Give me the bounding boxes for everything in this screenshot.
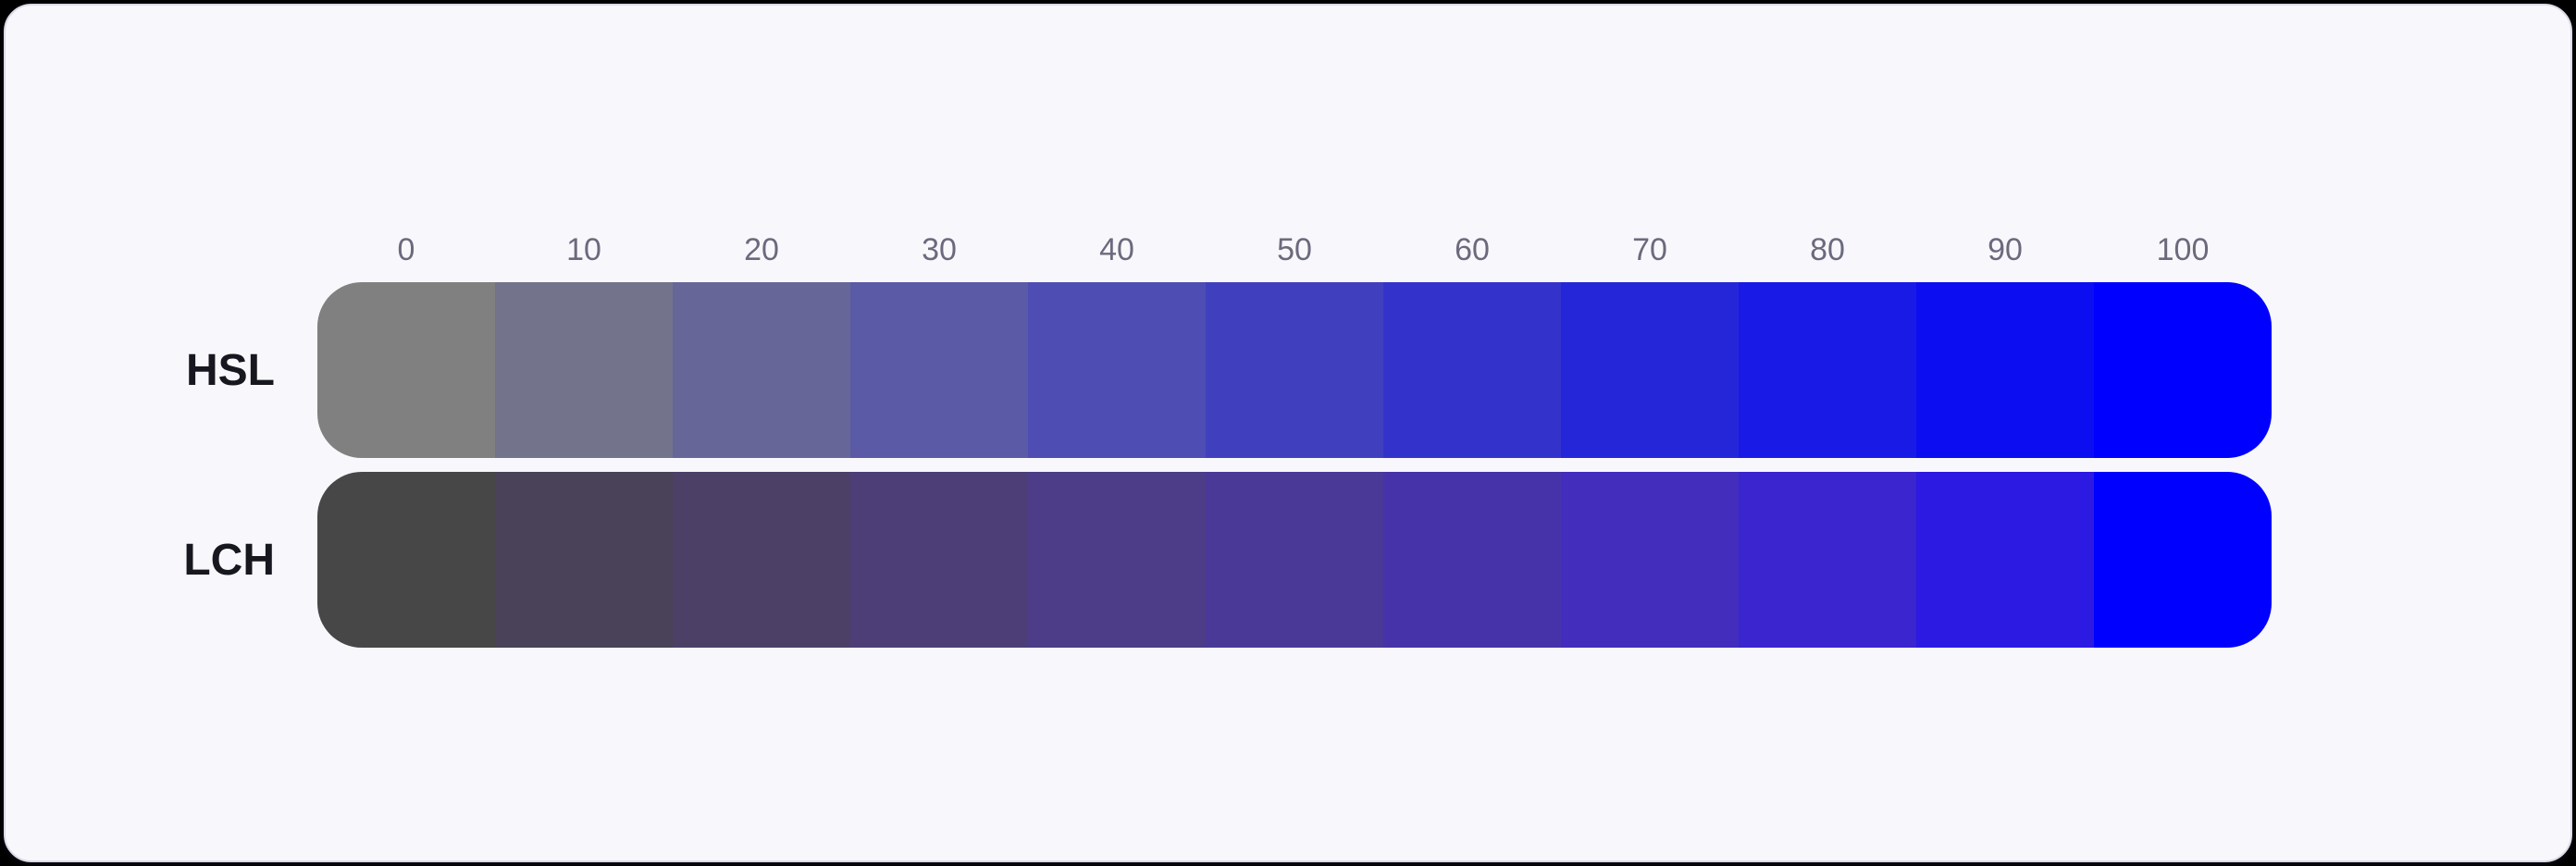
- color-swatch: [1739, 472, 1916, 648]
- color-swatch: [1383, 282, 1561, 458]
- color-scale-comparison-chart: 0 10 20 30 40 50 60 70 80 90 100 HSL LCH: [180, 232, 2272, 648]
- x-axis-tick: 60: [1455, 232, 1490, 267]
- color-swatch: [673, 282, 850, 458]
- color-swatch: [850, 472, 1028, 648]
- x-axis-tick: 30: [922, 232, 957, 267]
- color-swatch: [1916, 282, 2094, 458]
- color-swatch: [1206, 472, 1383, 648]
- hsl-color-bar: [317, 282, 2272, 458]
- color-swatch: [1739, 282, 1916, 458]
- x-axis-tick: 90: [1988, 232, 2023, 267]
- x-axis-tick: 100: [2156, 232, 2210, 267]
- color-swatch: [1028, 472, 1206, 648]
- color-swatch: [2094, 472, 2272, 648]
- x-axis-tick: 70: [1632, 232, 1667, 267]
- color-swatch: [1561, 472, 1739, 648]
- x-axis-ticks: 0 10 20 30 40 50 60 70 80 90 100: [317, 232, 2272, 267]
- hsl-row: HSL: [180, 282, 2272, 458]
- x-axis-tick: 80: [1810, 232, 1845, 267]
- color-swatch: [1206, 282, 1383, 458]
- x-axis-tick: 40: [1099, 232, 1134, 267]
- color-swatch: [317, 282, 495, 458]
- color-swatch: [1383, 472, 1561, 648]
- lch-row: LCH: [180, 472, 2272, 648]
- lch-color-bar: [317, 472, 2272, 648]
- lch-row-label: LCH: [183, 535, 275, 585]
- color-swatch: [1561, 282, 1739, 458]
- x-axis-tick: 50: [1277, 232, 1312, 267]
- x-axis-tick: 10: [566, 232, 601, 267]
- color-swatch: [850, 282, 1028, 458]
- hsl-row-label: HSL: [186, 345, 275, 395]
- axis-label-spacer: [180, 232, 317, 267]
- color-swatch: [495, 282, 673, 458]
- color-swatch: [1028, 282, 1206, 458]
- x-axis-tick: 0: [397, 232, 415, 267]
- card: 0 10 20 30 40 50 60 70 80 90 100 HSL LCH: [4, 4, 2572, 862]
- color-swatch: [673, 472, 850, 648]
- color-swatch: [1916, 472, 2094, 648]
- color-swatch: [495, 472, 673, 648]
- x-axis-tick: 20: [744, 232, 779, 267]
- color-swatch: [2094, 282, 2272, 458]
- color-swatch: [317, 472, 495, 648]
- x-axis: 0 10 20 30 40 50 60 70 80 90 100: [180, 232, 2272, 267]
